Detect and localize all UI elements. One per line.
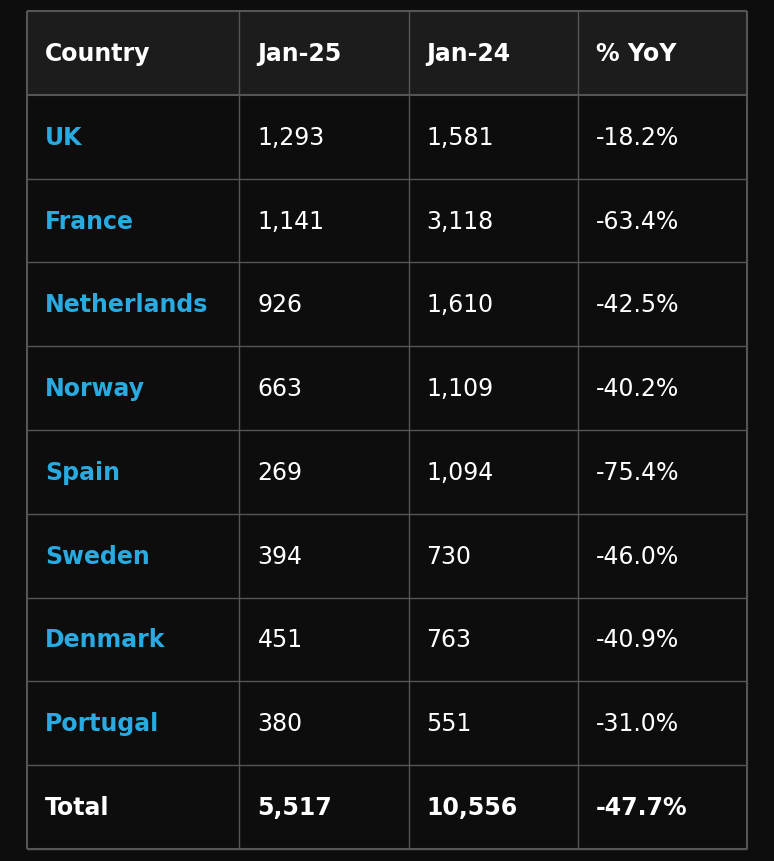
Text: 1,581: 1,581 (426, 126, 494, 150)
Text: 5,517: 5,517 (258, 795, 332, 819)
Bar (27, 12, 747, 96)
Text: Portugal: Portugal (45, 711, 159, 735)
Text: 926: 926 (258, 293, 303, 317)
Text: -63.4%: -63.4% (596, 209, 679, 233)
Text: Total: Total (45, 795, 110, 819)
Text: Netherlands: Netherlands (45, 293, 208, 317)
Text: % YoY: % YoY (596, 42, 676, 66)
Text: France: France (45, 209, 134, 233)
Text: 451: 451 (258, 628, 303, 652)
Text: Denmark: Denmark (45, 628, 166, 652)
Text: 3,118: 3,118 (426, 209, 494, 233)
Text: Country: Country (45, 42, 151, 66)
Text: -42.5%: -42.5% (596, 293, 680, 317)
Text: 730: 730 (426, 544, 471, 568)
Text: -75.4%: -75.4% (596, 461, 680, 485)
Text: -31.0%: -31.0% (596, 711, 679, 735)
Text: 551: 551 (426, 711, 472, 735)
Text: Sweden: Sweden (45, 544, 150, 568)
Text: -47.7%: -47.7% (596, 795, 687, 819)
Text: 1,610: 1,610 (426, 293, 494, 317)
Text: 1,293: 1,293 (258, 126, 324, 150)
Text: 394: 394 (258, 544, 303, 568)
Text: 763: 763 (426, 628, 471, 652)
Text: 269: 269 (258, 461, 303, 485)
Text: -18.2%: -18.2% (596, 126, 679, 150)
Text: 663: 663 (258, 376, 303, 400)
Text: 10,556: 10,556 (426, 795, 518, 819)
Text: 1,141: 1,141 (258, 209, 324, 233)
Text: 1,094: 1,094 (426, 461, 494, 485)
Text: Jan-24: Jan-24 (426, 42, 511, 66)
Text: Spain: Spain (45, 461, 120, 485)
Text: -40.2%: -40.2% (596, 376, 679, 400)
Text: Norway: Norway (45, 376, 145, 400)
Text: -40.9%: -40.9% (596, 628, 679, 652)
Text: Jan-25: Jan-25 (258, 42, 341, 66)
Text: UK: UK (45, 126, 83, 150)
Text: 1,109: 1,109 (426, 376, 494, 400)
Text: -46.0%: -46.0% (596, 544, 679, 568)
Text: 380: 380 (258, 711, 303, 735)
